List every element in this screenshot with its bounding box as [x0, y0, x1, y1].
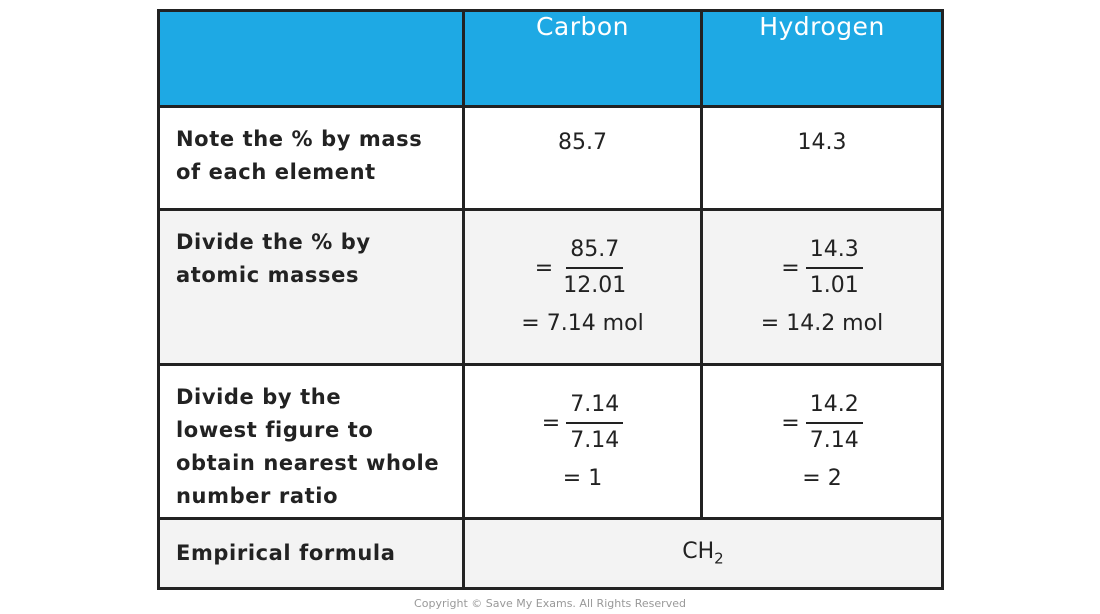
header-cell: Hydrogen	[700, 9, 944, 108]
fraction: 14.2 7.14	[805, 388, 863, 458]
equals-sign: =	[541, 410, 561, 436]
label-line: obtain nearest whole	[176, 451, 440, 475]
denominator: 7.14	[809, 428, 859, 453]
header-row: Carbon Hydrogen	[157, 9, 944, 108]
cell: = 7.14 7.14 = 1	[462, 363, 703, 520]
fraction: 14.3 1.01	[805, 233, 863, 303]
copyright: Copyright © Save My Exams. All Rights Re…	[414, 597, 686, 610]
result: = 14.2 mol	[760, 311, 884, 336]
denominator: 7.14	[570, 428, 620, 453]
row: Divide by the lowest figure to obtain ne…	[157, 363, 944, 520]
denominator: 1.01	[809, 273, 859, 298]
row-label: Empirical formula	[157, 517, 465, 590]
equation: = 14.3 1.01	[703, 233, 941, 303]
result: = 2	[802, 466, 842, 491]
numerator: 14.3	[805, 233, 863, 269]
cell: 85.7	[462, 105, 703, 211]
cell: = 14.3 1.01 = 14.2 mol	[700, 208, 944, 366]
formula-cell: CH2	[462, 517, 944, 590]
cell: = 85.7 12.01 = 7.14 mol	[462, 208, 703, 366]
result: = 7.14 mol	[521, 311, 644, 336]
label-line: number ratio	[176, 484, 339, 508]
equation: = 85.7 12.01	[465, 233, 700, 303]
equation: = 14.2 7.14	[703, 388, 941, 458]
row: Empirical formula CH2	[157, 517, 944, 590]
numerator: 85.7	[566, 233, 624, 269]
label-line: lowest figure to	[176, 418, 374, 442]
result: = 1	[562, 466, 603, 491]
row-label: Divide the % by atomic masses	[157, 208, 465, 366]
equation: = 7.14 7.14	[465, 388, 700, 458]
numerator: 7.14	[566, 388, 624, 424]
cell: = 14.2 7.14 = 2	[700, 363, 944, 520]
label-line: atomic masses	[176, 263, 360, 287]
row-label: Divide by the lowest figure to obtain ne…	[157, 363, 465, 520]
cell: 14.3	[700, 105, 944, 211]
header-cell	[157, 9, 465, 108]
formula-subscript: 2	[714, 549, 724, 568]
denominator: 12.01	[563, 273, 627, 298]
label-line: Empirical formula	[176, 541, 396, 565]
fraction: 7.14 7.14	[566, 388, 624, 458]
header-cell: Carbon	[462, 9, 703, 108]
numerator: 14.2	[805, 388, 863, 424]
fraction: 85.7 12.01	[559, 233, 630, 303]
label-line: Note the % by mass	[176, 127, 423, 151]
formula-base: CH	[682, 539, 715, 565]
equals-sign: =	[781, 410, 800, 436]
table: Carbon Hydrogen Note the % by mass of ea…	[157, 9, 944, 590]
row: Note the % by mass of each element 85.7 …	[157, 105, 944, 211]
label-line: Divide the % by	[176, 230, 371, 254]
equals-sign: =	[534, 255, 554, 281]
label-line: Divide by the	[176, 385, 342, 409]
equals-sign: =	[781, 255, 800, 281]
row-label: Note the % by mass of each element	[157, 105, 465, 211]
row: Divide the % by atomic masses = 85.7 12.01…	[157, 208, 944, 366]
label-line: of each element	[176, 160, 376, 184]
